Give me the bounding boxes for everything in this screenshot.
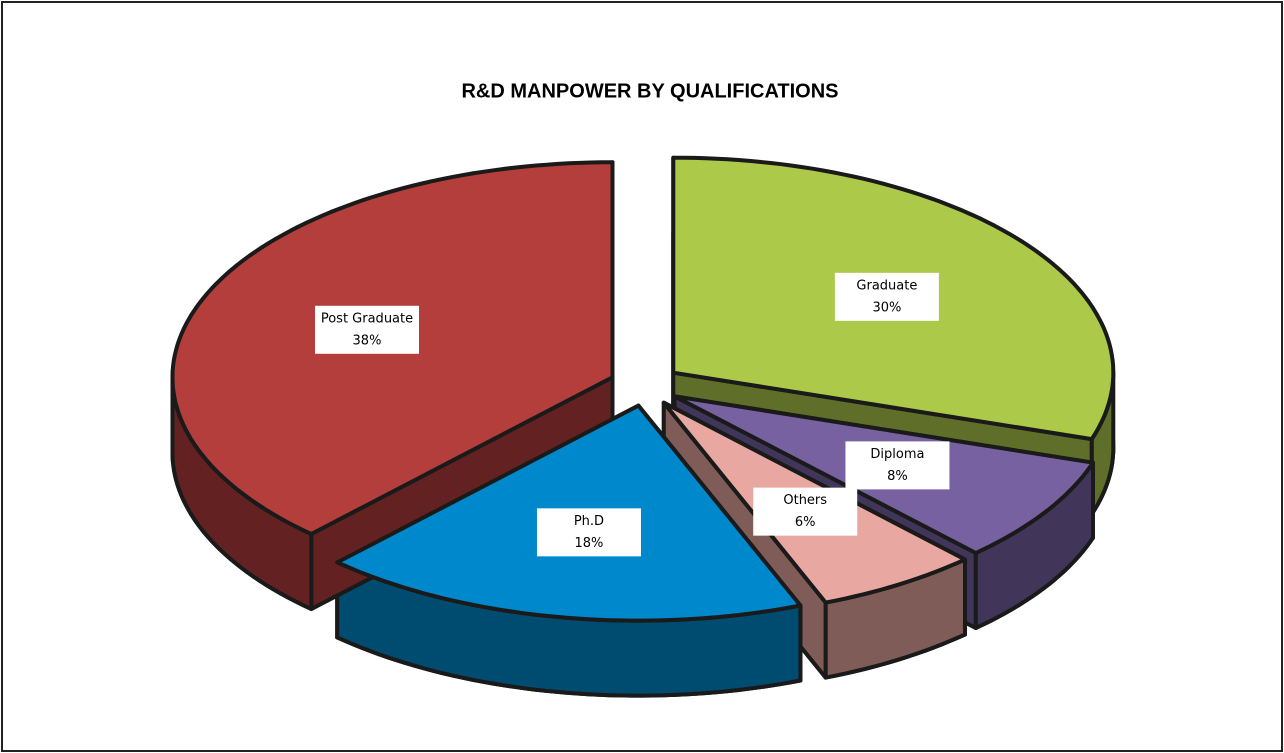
value-label: 30%: [872, 300, 901, 315]
value-label: 38%: [353, 333, 382, 348]
value-label: 18%: [575, 536, 604, 551]
value-label: 6%: [795, 515, 816, 530]
value-label: 8%: [887, 469, 908, 484]
category-label: Ph.D: [574, 514, 604, 529]
category-label: Post Graduate: [321, 311, 413, 326]
label-box: [834, 272, 939, 321]
label-box: [314, 305, 419, 354]
label-box: [536, 508, 641, 557]
label-box: [753, 487, 858, 536]
category-label: Diploma: [870, 447, 924, 462]
label-box: [845, 441, 950, 490]
category-label: Others: [783, 493, 827, 508]
category-label: Graduate: [856, 278, 917, 293]
labels: Graduate 30% Diploma 8% Others 6% Ph.D 18% Post …: [314, 272, 950, 557]
chart-title: R&D MANPOWER BY QUALIFICATIONS: [461, 80, 838, 102]
